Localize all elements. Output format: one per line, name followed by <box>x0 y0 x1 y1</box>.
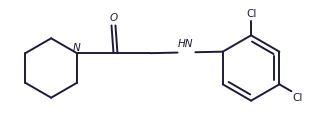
Text: HN: HN <box>178 38 193 49</box>
Text: Cl: Cl <box>292 93 303 103</box>
Text: Cl: Cl <box>246 9 256 18</box>
Text: N: N <box>73 43 81 53</box>
Text: O: O <box>110 13 118 23</box>
